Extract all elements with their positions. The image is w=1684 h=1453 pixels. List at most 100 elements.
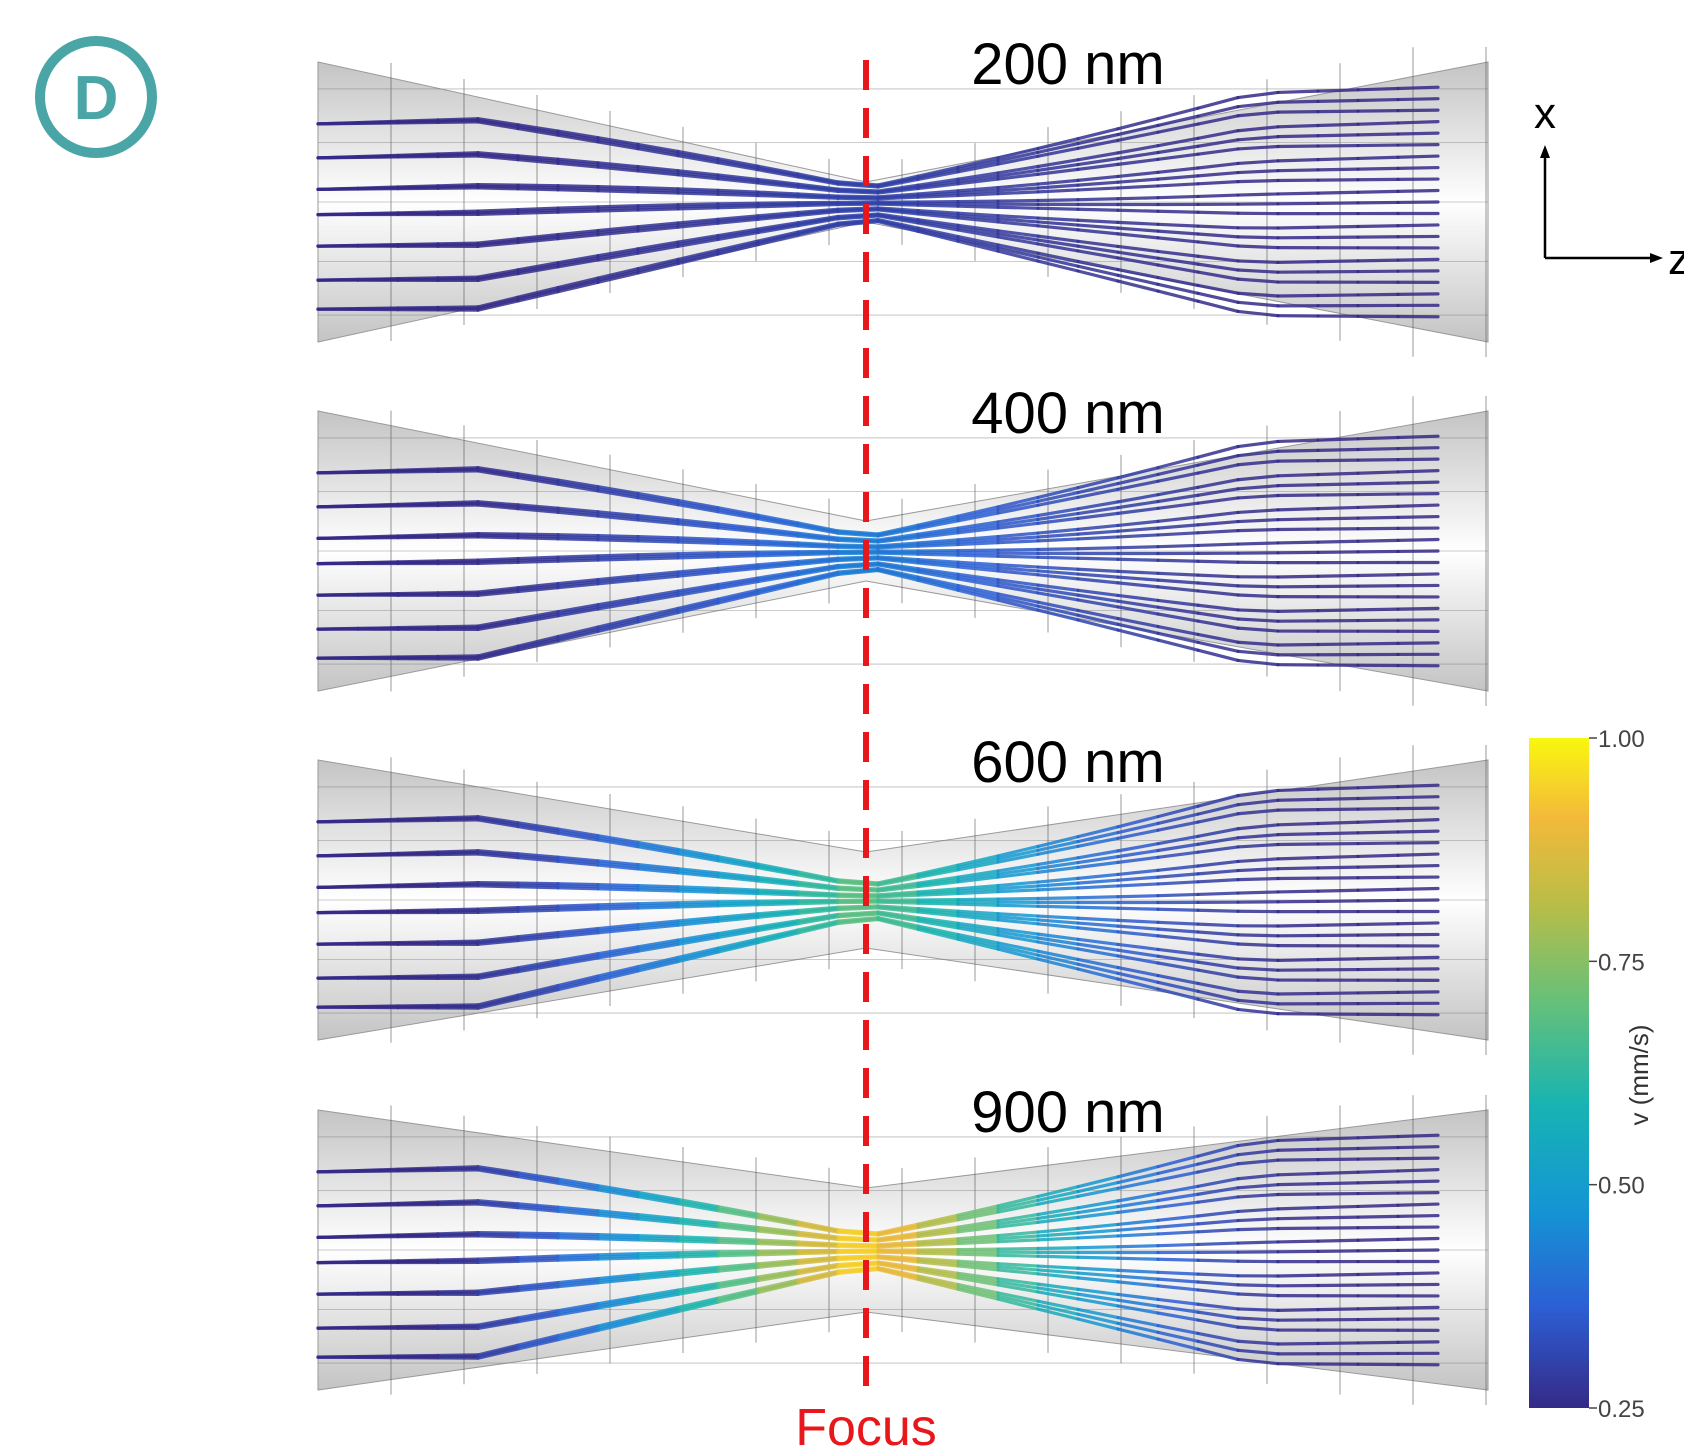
tracer-segment [1116,628,1160,642]
tracer-segment [476,556,520,562]
tracer-segment [1076,476,1120,490]
tracer-segment [516,1202,560,1209]
tracer-segment [516,959,560,970]
x-arrowhead-icon [1540,145,1550,158]
tracer-segment [476,209,520,215]
tracer-segment [676,206,720,211]
tracer-segment [636,1271,680,1279]
tracer-segment [1196,232,1240,239]
tracer-segment [1036,1307,1080,1321]
tracer-segment [516,637,560,650]
tracer-segment [836,182,880,189]
tracer-segment [956,174,1000,184]
tracer-segment [916,561,960,569]
tracer-segment [956,171,1000,181]
tracer-segment [676,904,720,909]
tracer-segment [516,1283,560,1291]
tracer-segment [1316,447,1360,452]
tracer-segment [1236,1307,1280,1312]
tracer-segment [636,1213,680,1221]
tracer-segment [1196,1177,1240,1188]
tracer-segment [1236,649,1280,657]
tracer-segment [1196,1143,1240,1158]
tracer-segment [556,625,600,639]
tracer-segment [556,931,600,939]
tracer-segment [476,935,520,943]
tracer-segment [556,508,600,516]
z-axis-label: z [1668,235,1684,284]
tracer-segment [596,906,640,911]
tracer-segment [1196,138,1240,148]
tracer-segment [956,911,1000,919]
tracer-segment [1316,98,1360,103]
tracer-segment [956,902,1000,907]
tracer-segment [716,1265,760,1273]
tracer-segment [1196,510,1240,519]
tracer-segment [956,1204,1000,1217]
tracer-segment [596,861,640,869]
tracer-segment [1116,1304,1160,1315]
tracer-segment [1036,1215,1080,1224]
tracer-segment [1196,589,1240,597]
tracer-segment [996,531,1040,539]
tracer-segment [676,597,720,611]
tracer-segment [476,270,520,281]
tracer-segment [596,945,640,956]
tracer-segment [716,554,760,559]
tracer-segment [596,249,640,260]
tracer-segment [1036,224,1080,232]
tracer-segment [1076,1175,1120,1189]
tracer-segment [476,1288,520,1296]
tracer-segment [996,888,1040,894]
tracer-segment [676,931,720,942]
colorbar-label: v (mm/s) [1624,1024,1654,1125]
tracer-segment [1116,472,1160,486]
tracer-segment [636,518,680,526]
tracer-segment [956,508,1000,521]
tracer-segment [1276,260,1320,264]
tracer-segment [1156,463,1200,477]
tracer-segment [1356,189,1400,194]
tracer-segment [1036,259,1080,273]
tracer-segment [476,849,520,856]
tracer-segment [516,126,560,137]
tracer-segment [916,516,960,529]
tracer-segment [636,1236,680,1241]
tracer-segment [1276,123,1320,129]
tracer-segment [596,1235,640,1240]
tracer-segment [556,578,600,586]
tracer-segment [1396,921,1440,926]
tracer-segment [796,175,840,186]
tracer-segment [596,967,640,980]
tracer-segment [1116,882,1160,888]
tracer-segment [1196,1331,1240,1343]
tracer-segment [636,1309,680,1323]
tracer-segment [1116,545,1160,550]
tracer-segment [556,478,600,489]
tracer-segment [1196,960,1240,970]
tracer-segment [556,1232,600,1237]
tracer-segment [1036,183,1080,190]
tracer-segment [476,1257,520,1263]
tracer-segment [1036,198,1080,203]
tracer-segment [956,1225,1000,1234]
tracer-segment [1236,658,1280,667]
tracer-segment [596,949,640,960]
tracer-segment [1316,482,1360,487]
tracer-segment [476,1166,520,1177]
tracer-segment [476,1234,520,1239]
tracer-segment [1236,626,1280,633]
tracer-segment [1036,527,1080,535]
tracer-segment [1236,235,1280,240]
tracer-segment [1236,291,1280,298]
tracer-segment [1396,514,1440,519]
tracer-segment [1116,466,1160,480]
tracer-segment [756,902,800,907]
tracer-segment [916,880,960,889]
tracer-segment [1036,238,1080,248]
tracer-segment [1076,1266,1120,1272]
tracer-segment [1156,256,1200,266]
tracer-segment [996,1262,1040,1268]
tracer-segment [1036,1299,1080,1312]
tracer-segment [636,257,680,271]
